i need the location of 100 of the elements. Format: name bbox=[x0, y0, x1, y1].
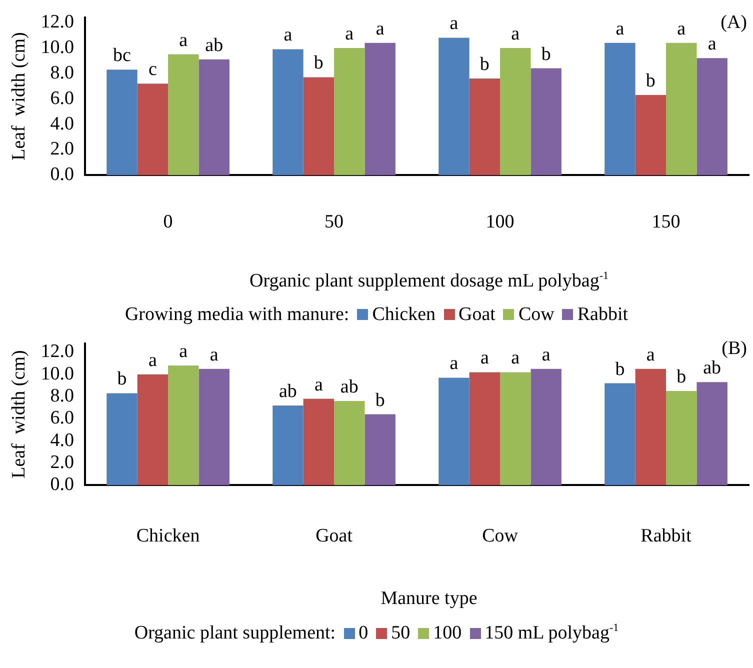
bar bbox=[696, 58, 728, 176]
y-tick-label: 8.0 bbox=[50, 386, 74, 407]
data-label: a bbox=[646, 344, 656, 366]
x-tick-label: 50 bbox=[324, 212, 344, 233]
bar bbox=[198, 59, 230, 176]
data-label: a bbox=[450, 13, 459, 34]
legend-label: 50 bbox=[391, 622, 410, 644]
x-tick-label: Rabbit bbox=[640, 526, 692, 547]
data-label: a bbox=[511, 348, 520, 370]
data-label: bc bbox=[113, 45, 131, 66]
data-label: a bbox=[542, 344, 551, 366]
data-label: a bbox=[708, 34, 717, 55]
y-tick-label: 12.0 bbox=[40, 342, 74, 363]
bar bbox=[334, 48, 365, 176]
y-tick-label: 0.0 bbox=[50, 474, 74, 496]
data-label: a bbox=[345, 23, 354, 44]
y-tick-label: 4.0 bbox=[50, 113, 74, 134]
data-label: a bbox=[210, 344, 219, 366]
x-tick-label: Cow bbox=[482, 526, 518, 547]
bar bbox=[635, 369, 666, 486]
y-tick-label: 12.0 bbox=[40, 11, 74, 32]
annotation: (A) bbox=[720, 12, 747, 33]
bar bbox=[272, 406, 304, 486]
bar bbox=[438, 378, 470, 486]
y-tick-label: 10.0 bbox=[40, 364, 74, 385]
x-tick-label: 150 bbox=[652, 212, 680, 233]
bar bbox=[106, 70, 138, 176]
data-label: b bbox=[676, 366, 686, 388]
bar bbox=[303, 399, 334, 486]
legend-label: 100 bbox=[433, 622, 462, 644]
data-label: b bbox=[615, 359, 625, 380]
bar bbox=[137, 374, 168, 486]
x-tick-label: Chicken bbox=[136, 526, 200, 547]
x-axis-title: Organic plant supplement dosage mL polybag$^{-1}$ bbox=[248, 270, 610, 292]
data-label: a bbox=[677, 18, 686, 40]
bar bbox=[666, 42, 697, 176]
legend-title: Organic plant supplement: bbox=[134, 622, 336, 644]
x-tick-label: Goat bbox=[316, 526, 354, 547]
bar bbox=[604, 42, 636, 176]
data-label: a bbox=[179, 30, 188, 51]
bar bbox=[500, 372, 531, 486]
bar bbox=[168, 54, 199, 176]
bar bbox=[198, 369, 230, 486]
data-label: b bbox=[375, 390, 385, 412]
data-label: b bbox=[314, 52, 324, 74]
x-tick-label: 100 bbox=[486, 212, 514, 233]
bar bbox=[635, 95, 666, 176]
bar bbox=[696, 382, 728, 486]
bar bbox=[438, 38, 470, 176]
legend-label: 0 bbox=[358, 622, 368, 644]
data-label: ab bbox=[279, 381, 297, 402]
data-label: b bbox=[541, 44, 551, 65]
bar bbox=[469, 78, 500, 176]
bar bbox=[666, 391, 697, 486]
y-tick-label: 8.0 bbox=[50, 62, 74, 84]
data-label: a bbox=[616, 18, 625, 40]
legend-label: 150 mL polybag$^{-1}$ bbox=[484, 622, 619, 644]
y-axis-title: Leaf width (cm) bbox=[8, 350, 30, 479]
legend-title: Growing media with manure: bbox=[124, 304, 350, 326]
data-label: ab bbox=[703, 358, 722, 379]
legend-label: Chicken bbox=[372, 304, 436, 326]
bar bbox=[106, 394, 138, 486]
bar bbox=[168, 366, 199, 486]
data-label: ab bbox=[205, 34, 224, 56]
data-label: a bbox=[148, 350, 158, 372]
bar bbox=[272, 49, 304, 176]
x-tick-label: 0 bbox=[163, 212, 173, 233]
legend-label: Cow bbox=[518, 304, 554, 326]
data-label: a bbox=[480, 348, 490, 370]
bar bbox=[364, 414, 396, 486]
data-label: a bbox=[314, 374, 324, 396]
data-label: a bbox=[179, 341, 188, 362]
bar bbox=[137, 84, 168, 176]
bar bbox=[303, 77, 334, 176]
y-tick-label: 10.0 bbox=[40, 36, 74, 58]
bar bbox=[469, 372, 500, 486]
bar bbox=[604, 384, 636, 486]
data-label: ab bbox=[340, 376, 358, 398]
y-axis-title: Leaf width (cm) bbox=[8, 32, 30, 160]
bar bbox=[500, 48, 531, 176]
data-label: b bbox=[646, 70, 656, 92]
bar bbox=[530, 369, 562, 486]
bar bbox=[530, 68, 562, 176]
legend-label: Rabbit bbox=[577, 304, 628, 326]
annotation: (B) bbox=[722, 338, 747, 360]
y-tick-label: 6.0 bbox=[50, 408, 74, 430]
y-tick-label: 4.0 bbox=[50, 430, 74, 452]
data-label: c bbox=[148, 59, 157, 80]
bar bbox=[364, 42, 396, 176]
data-label: b bbox=[117, 369, 127, 390]
data-label: a bbox=[450, 354, 459, 375]
data-label: b bbox=[480, 54, 490, 75]
legend-label: Goat bbox=[458, 304, 496, 326]
y-tick-label: 6.0 bbox=[50, 88, 74, 109]
data-label: a bbox=[284, 24, 293, 46]
data-label: a bbox=[376, 18, 385, 40]
data-label: a bbox=[511, 23, 520, 44]
y-tick-label: 2.0 bbox=[50, 138, 74, 160]
y-tick-label: 0.0 bbox=[50, 164, 74, 186]
bar bbox=[334, 401, 365, 486]
